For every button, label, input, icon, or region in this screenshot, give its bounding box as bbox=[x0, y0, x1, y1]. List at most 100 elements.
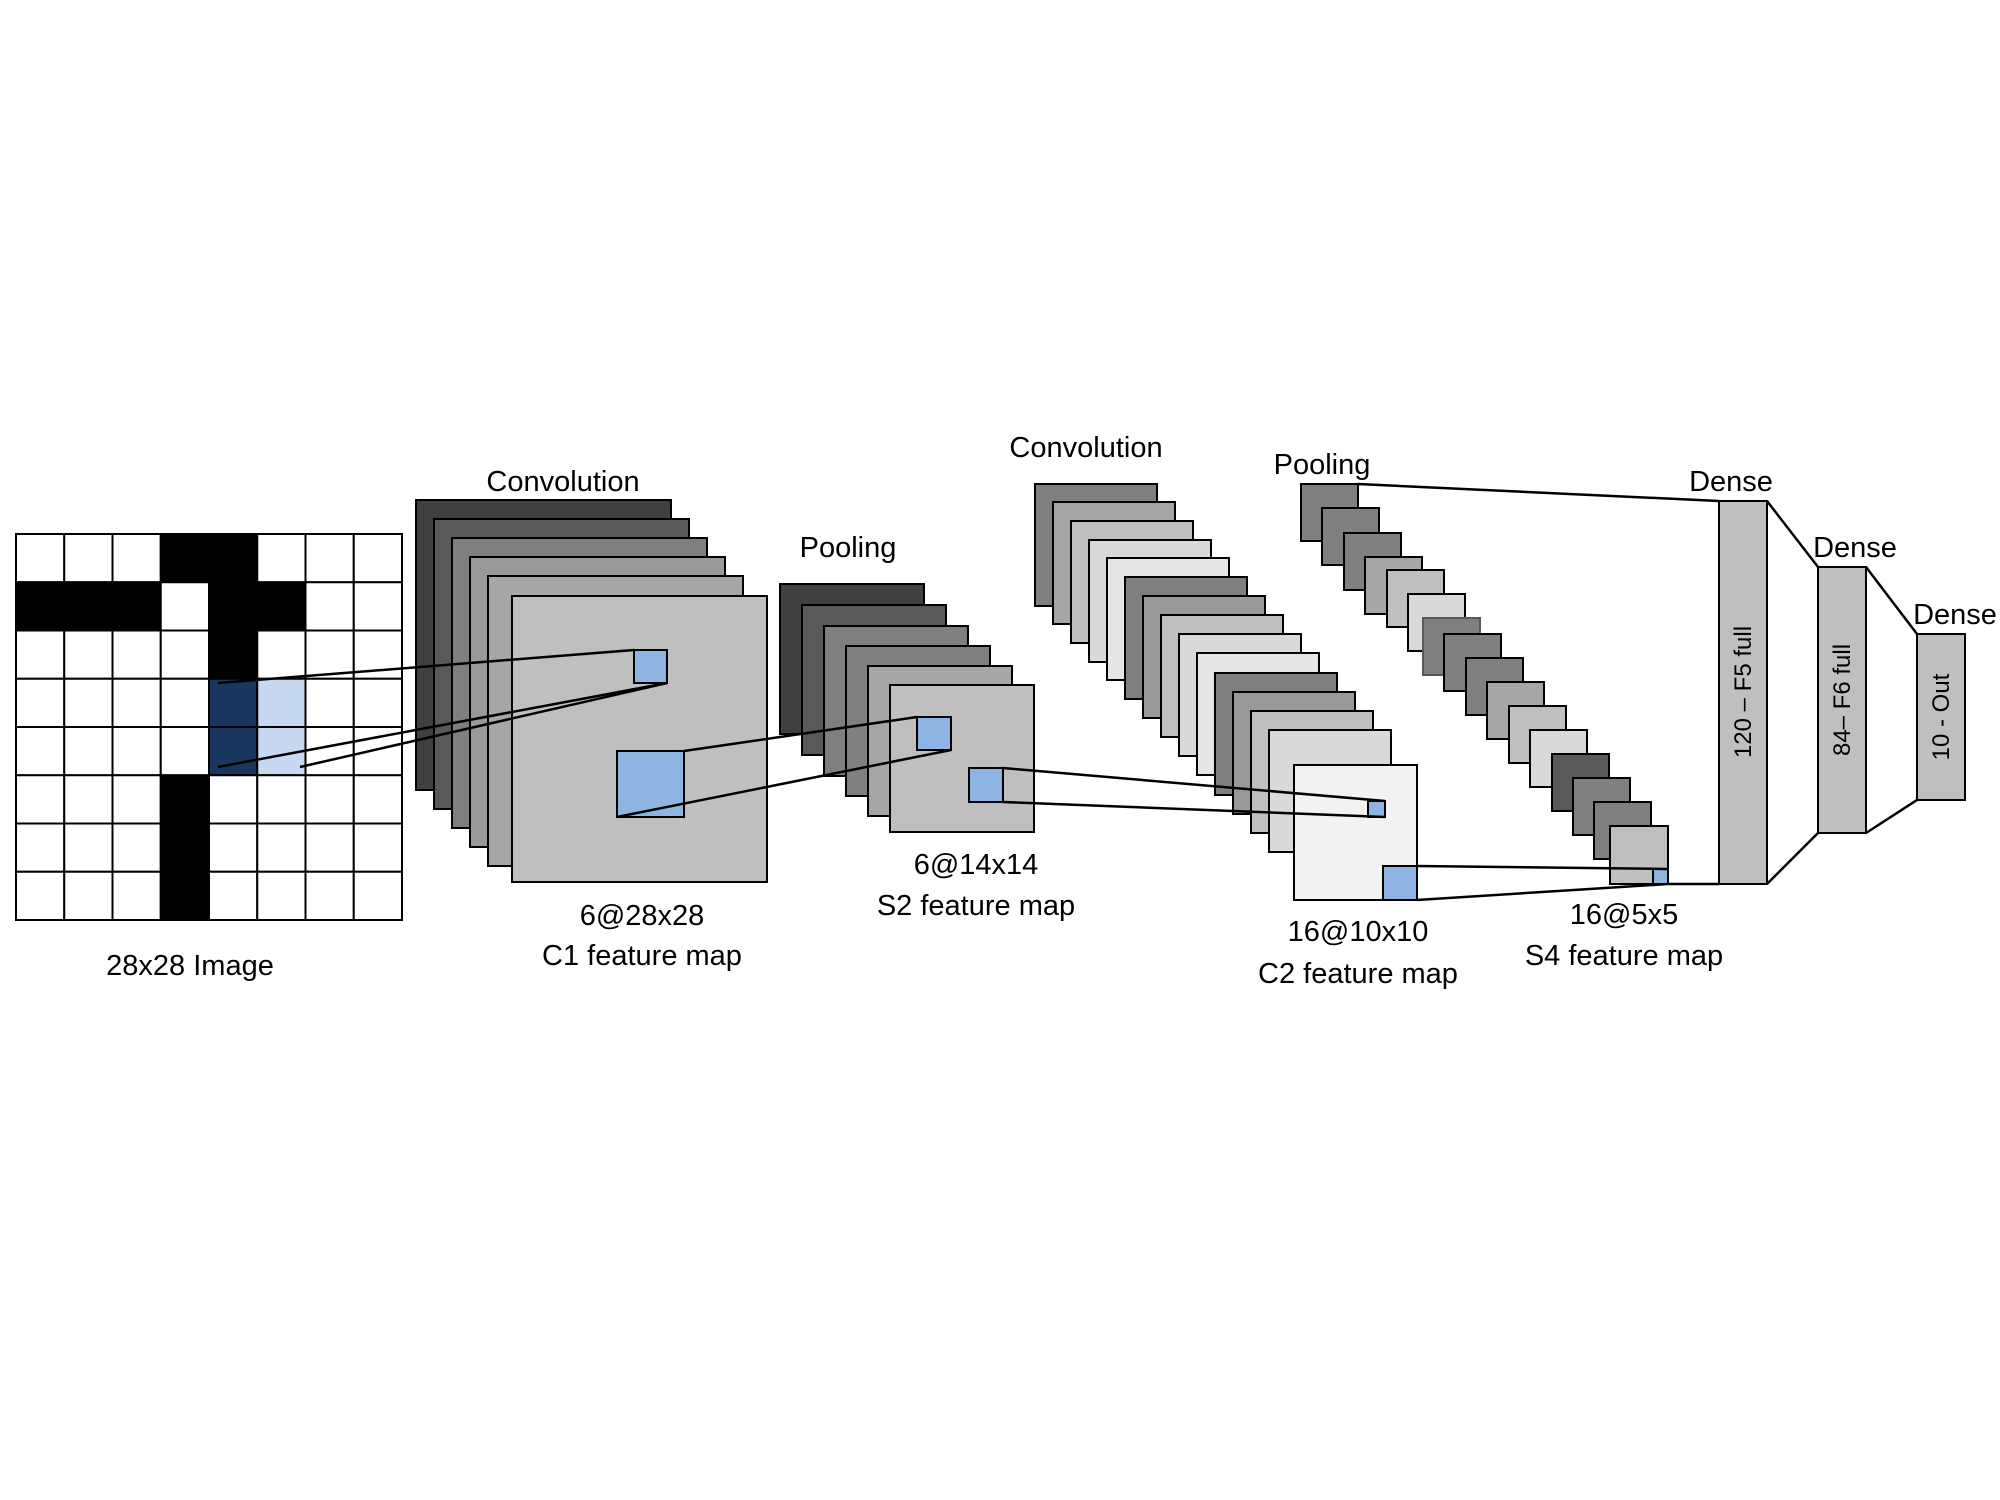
pixel-cell bbox=[15, 870, 66, 921]
pixel-cell bbox=[159, 581, 210, 632]
c2-pool-window bbox=[1382, 865, 1418, 901]
pixel-cell bbox=[208, 677, 259, 728]
out-op-label: Dense bbox=[1913, 599, 1997, 631]
s4-pool-target bbox=[1652, 868, 1669, 885]
pixel-cell bbox=[63, 677, 114, 728]
pixel-cell bbox=[256, 629, 307, 680]
f5-f6-line-bottom bbox=[1766, 832, 1819, 885]
output-layer: 10 - Out bbox=[1916, 633, 1966, 801]
pixel-cell bbox=[304, 533, 355, 584]
s4-size-label: 16@5x5 bbox=[1570, 899, 1678, 931]
c2-name-label: C2 feature map bbox=[1258, 958, 1458, 990]
c1-name-label: C1 feature map bbox=[542, 940, 742, 972]
pixel-cell bbox=[352, 581, 403, 632]
s2-feature-map-stack bbox=[779, 583, 1035, 833]
pixel-cell bbox=[256, 677, 307, 728]
pixel-cell bbox=[208, 726, 259, 777]
pixel-cell bbox=[15, 822, 66, 873]
f5-op-label: Dense bbox=[1689, 466, 1773, 498]
pixel-cell bbox=[208, 870, 259, 921]
pixel-cell bbox=[352, 533, 403, 584]
pixel-cell bbox=[352, 870, 403, 921]
pixel-cell bbox=[15, 726, 66, 777]
pixel-cell bbox=[15, 677, 66, 728]
pixel-cell bbox=[304, 677, 355, 728]
pixel-cell bbox=[256, 822, 307, 873]
pixel-cell bbox=[159, 822, 210, 873]
pixel-cell bbox=[111, 870, 162, 921]
pixel-cell bbox=[15, 533, 66, 584]
c1-pool-window bbox=[616, 750, 685, 818]
pixel-cell bbox=[256, 774, 307, 825]
f6-out-line-top bbox=[1865, 566, 1918, 635]
c1-kernel-line-bottom bbox=[299, 681, 668, 769]
out-layer-label: 10 - Out bbox=[1928, 673, 1955, 760]
pixel-cell bbox=[63, 533, 114, 584]
pixel-cell bbox=[352, 774, 403, 825]
s2-size-label: 6@14x14 bbox=[914, 849, 1039, 881]
pixel-cell bbox=[159, 774, 210, 825]
s4-pool-line-top bbox=[1416, 864, 1669, 871]
pixel-cell bbox=[111, 677, 162, 728]
s2-op-label: Pooling bbox=[800, 532, 897, 564]
s4-pool-line-bottom bbox=[1416, 882, 1669, 902]
s2-pool-line-bottom bbox=[616, 748, 952, 819]
connector-lines bbox=[217, 482, 1918, 902]
s2-kernel-window bbox=[968, 767, 1004, 803]
c2-feature-map-stack bbox=[1034, 483, 1418, 901]
c1-kernel-line-top bbox=[217, 648, 635, 685]
pixel-cell bbox=[63, 581, 114, 632]
pixel-cell bbox=[111, 726, 162, 777]
s4-name-label: S4 feature map bbox=[1525, 940, 1723, 972]
c1-size-label: 6@28x28 bbox=[580, 900, 705, 932]
pixel-cell bbox=[15, 629, 66, 680]
f5-dense-layer: 120 – F5 full bbox=[1718, 500, 1768, 885]
input-image-grid bbox=[15, 533, 403, 921]
pixel-cell bbox=[63, 870, 114, 921]
pixel-cell bbox=[159, 629, 210, 680]
pixel-cell bbox=[159, 533, 210, 584]
dense-fan-top bbox=[1357, 482, 1720, 503]
c2-kernel-line-top bbox=[1002, 766, 1386, 803]
pixel-cell bbox=[63, 726, 114, 777]
f5-layer-label: 120 – F5 full bbox=[1730, 626, 1757, 758]
pixel-cell bbox=[304, 629, 355, 680]
c1-feature-map-stack bbox=[415, 499, 768, 883]
s4-feature-map-stack bbox=[1300, 483, 1669, 885]
pixel-cell bbox=[63, 822, 114, 873]
input-caption: 28x28 Image bbox=[106, 950, 274, 982]
pixel-cell bbox=[304, 581, 355, 632]
pixel-cell bbox=[15, 581, 66, 632]
s2-pool-line-top bbox=[683, 715, 918, 753]
pixel-cell bbox=[208, 822, 259, 873]
f6-op-label: Dense bbox=[1813, 532, 1897, 564]
pixel-cell bbox=[208, 774, 259, 825]
pixel-cell bbox=[111, 533, 162, 584]
c1-front-map bbox=[511, 595, 768, 883]
pixel-cell bbox=[304, 774, 355, 825]
pixel-cell bbox=[208, 533, 259, 584]
f6-layer-label: 84– F6 full bbox=[1829, 644, 1856, 756]
pixel-cell bbox=[304, 870, 355, 921]
c1-kernel-target bbox=[633, 649, 668, 684]
pixel-cell bbox=[159, 677, 210, 728]
f5-f6-line-top bbox=[1766, 500, 1819, 568]
pixel-cell bbox=[352, 677, 403, 728]
c2-size-label: 16@10x10 bbox=[1288, 916, 1429, 948]
pixel-cell bbox=[208, 581, 259, 632]
pixel-cell bbox=[111, 774, 162, 825]
pixel-cell bbox=[352, 822, 403, 873]
pixel-cell bbox=[159, 726, 210, 777]
pixel-cell bbox=[111, 581, 162, 632]
pixel-cell bbox=[304, 726, 355, 777]
pixel-cell bbox=[304, 822, 355, 873]
pixel-cell bbox=[256, 533, 307, 584]
c1-op-label: Convolution bbox=[486, 466, 639, 498]
s4-op-label: Pooling bbox=[1274, 449, 1371, 481]
s2-pool-target bbox=[916, 716, 952, 751]
pixel-cell bbox=[63, 629, 114, 680]
pixel-cell bbox=[111, 629, 162, 680]
f6-out-line-bottom bbox=[1865, 798, 1918, 835]
pixel-cell bbox=[208, 629, 259, 680]
